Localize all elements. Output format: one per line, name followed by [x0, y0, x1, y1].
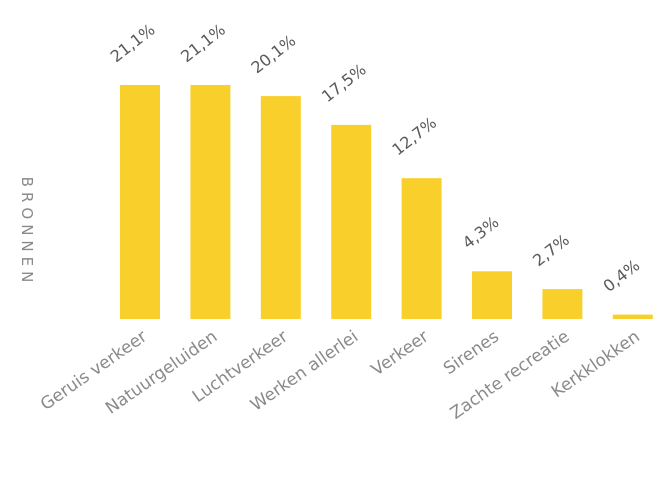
- y-axis-label: BRONNEN: [18, 177, 36, 288]
- data-label-1: 21,1%: [177, 20, 229, 66]
- bar-3: [331, 124, 372, 320]
- data-label-3: 17,5%: [318, 60, 370, 106]
- data-label-0: 21,1%: [107, 20, 159, 66]
- data-label-4: 12,7%: [388, 113, 440, 159]
- data-label-6: 2,7%: [529, 230, 573, 270]
- bar-2: [260, 96, 301, 319]
- data-labels-group: 21,1% 21,1% 20,1% 17,5% 12,7% 4,3% 2,7% 0,4%: [107, 20, 644, 296]
- x-tick-label-5: Sirenes: [440, 327, 503, 379]
- data-label-5: 4,3%: [459, 212, 503, 252]
- data-label-2: 20,1%: [248, 31, 300, 77]
- x-tick-labels-group: Geruis verkeerNatuurgeluidenLuchtverkeer…: [37, 327, 644, 424]
- bars-group: [120, 85, 653, 320]
- bar-4: [401, 178, 442, 319]
- bar-5: [472, 271, 512, 319]
- data-label-7: 0,4%: [600, 256, 644, 296]
- bar-0: [120, 85, 160, 319]
- bar-6: [542, 289, 583, 319]
- x-tick-label-6: Zachte recreatie: [447, 327, 574, 424]
- bar-1: [190, 85, 231, 319]
- x-tick-label-4: Verkeer: [368, 327, 433, 381]
- bar-7: [612, 314, 653, 319]
